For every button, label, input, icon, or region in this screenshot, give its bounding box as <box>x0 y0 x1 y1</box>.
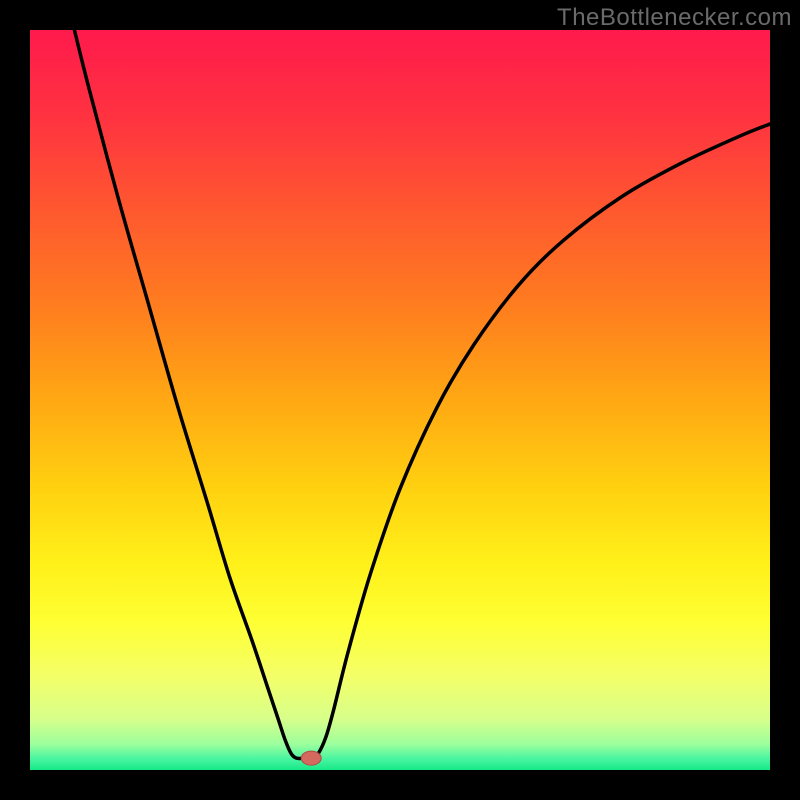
optimum-marker <box>301 751 321 765</box>
figure-outer: TheBottlenecker.com <box>0 0 800 800</box>
chart-background <box>30 30 770 770</box>
chart-svg <box>30 30 770 770</box>
plot-area <box>30 30 770 770</box>
watermark-text: TheBottlenecker.com <box>557 4 792 32</box>
